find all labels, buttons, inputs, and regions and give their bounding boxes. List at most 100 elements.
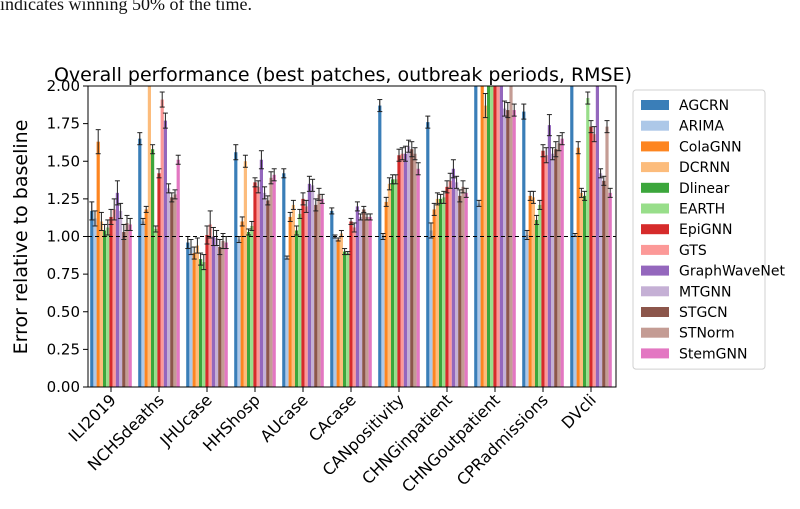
legend-swatch bbox=[641, 100, 669, 110]
error-bar bbox=[335, 237, 341, 242]
error-bar bbox=[111, 198, 117, 221]
bar bbox=[259, 159, 263, 387]
bar bbox=[455, 182, 459, 387]
bar bbox=[103, 230, 107, 387]
error-bar bbox=[313, 198, 319, 212]
y-axis-label: Error relative to baseline bbox=[10, 120, 32, 355]
bar bbox=[119, 210, 123, 387]
legend-item: EARTH bbox=[641, 202, 725, 218]
bar bbox=[387, 183, 391, 387]
legend-label: ARIMA bbox=[679, 119, 725, 135]
bar bbox=[595, 86, 599, 387]
error-bar bbox=[377, 99, 383, 113]
bar bbox=[490, 86, 494, 387]
bar bbox=[458, 195, 462, 387]
bar bbox=[195, 245, 199, 387]
bar bbox=[439, 198, 443, 387]
error-bar bbox=[434, 192, 440, 206]
error-bar bbox=[550, 147, 556, 161]
error-bar bbox=[92, 210, 98, 227]
y-tick-label: 0.75 bbox=[47, 265, 80, 283]
error-bar bbox=[607, 187, 613, 198]
bar bbox=[208, 224, 212, 387]
error-bar bbox=[585, 91, 591, 105]
bar bbox=[413, 153, 417, 387]
error-bar bbox=[294, 225, 300, 236]
legend-label: EpiGNN bbox=[679, 222, 732, 238]
legend-item: EpiGNN bbox=[641, 222, 732, 238]
error-bar bbox=[361, 205, 367, 213]
bar bbox=[176, 159, 180, 387]
legend-swatch bbox=[641, 286, 669, 297]
error-bar bbox=[428, 222, 434, 239]
bar bbox=[218, 247, 222, 387]
error-bar bbox=[201, 254, 207, 271]
bar bbox=[343, 251, 347, 387]
error-bar bbox=[450, 159, 456, 179]
error-bar bbox=[457, 189, 463, 203]
bar bbox=[167, 188, 171, 387]
error-bar bbox=[271, 168, 277, 182]
y-tick-label: 1.25 bbox=[47, 190, 80, 208]
legend-item: ARIMA bbox=[641, 119, 725, 135]
error-bar bbox=[444, 180, 450, 194]
error-bar bbox=[575, 141, 581, 155]
error-bar bbox=[191, 246, 197, 260]
bar bbox=[416, 168, 420, 387]
legend-item: StemGNN bbox=[641, 346, 747, 362]
error-bar bbox=[162, 112, 168, 129]
error-bar bbox=[553, 141, 559, 158]
error-bar bbox=[354, 201, 360, 212]
legend-box bbox=[632, 89, 766, 370]
error-bar bbox=[137, 132, 143, 146]
error-bar bbox=[502, 100, 508, 117]
error-bar bbox=[358, 213, 364, 221]
bar bbox=[263, 192, 267, 387]
bar bbox=[237, 239, 241, 387]
bar bbox=[106, 227, 110, 387]
bar bbox=[112, 209, 116, 387]
bar bbox=[269, 177, 273, 387]
error-bar bbox=[454, 175, 460, 189]
error-bar bbox=[524, 229, 530, 241]
error-bar bbox=[143, 205, 149, 213]
legend-label: StemGNN bbox=[679, 346, 747, 362]
error-bar bbox=[172, 189, 178, 200]
error-bar bbox=[406, 139, 412, 153]
legend-label: Dlinear bbox=[679, 181, 730, 197]
error-bar bbox=[207, 210, 213, 239]
legend-item: STGCN bbox=[641, 305, 728, 321]
bar bbox=[592, 134, 596, 387]
error-bar bbox=[242, 154, 248, 168]
bar bbox=[599, 173, 603, 387]
bar bbox=[205, 234, 209, 387]
legend-label: GTS bbox=[679, 243, 707, 259]
legend-swatch bbox=[641, 203, 669, 214]
bar bbox=[605, 126, 609, 387]
bar bbox=[352, 227, 356, 387]
legend-label: GraphWaveNet bbox=[679, 264, 785, 280]
bar bbox=[464, 192, 468, 387]
error-bar bbox=[425, 115, 431, 129]
bar bbox=[448, 180, 452, 387]
bar bbox=[512, 110, 516, 387]
error-bar bbox=[476, 199, 482, 207]
legend-item: MTGNN bbox=[641, 284, 731, 300]
bar bbox=[301, 198, 305, 387]
bar bbox=[586, 98, 590, 387]
bar bbox=[547, 125, 551, 387]
legend-item: GraphWaveNet bbox=[641, 264, 785, 280]
bar bbox=[311, 185, 315, 387]
bar bbox=[368, 216, 372, 387]
error-bar bbox=[127, 217, 133, 231]
bar bbox=[365, 216, 369, 387]
bar bbox=[445, 186, 449, 387]
bar bbox=[272, 174, 276, 387]
bar bbox=[151, 149, 155, 387]
legend-label: AGCRN bbox=[679, 98, 729, 114]
bar bbox=[122, 231, 126, 387]
legend-swatch bbox=[641, 307, 669, 317]
bar bbox=[410, 149, 414, 387]
chart-title: Overall performance (best patches, outbr… bbox=[54, 64, 632, 86]
